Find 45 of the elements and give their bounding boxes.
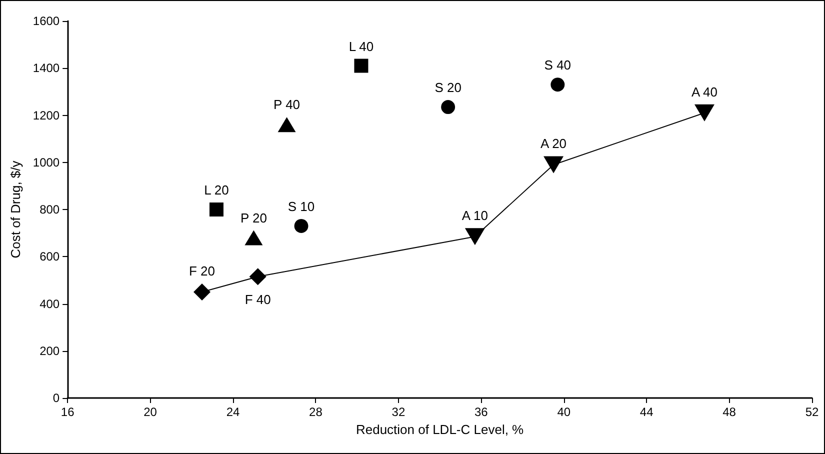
x-tick-label: 24 [226, 405, 240, 419]
data-label: P 40 [274, 97, 300, 112]
y-tick-label: 600 [40, 250, 60, 264]
x-axis-title: Reduction of LDL-C Level, % [356, 422, 524, 437]
point [194, 283, 210, 300]
x-tick-label: 52 [805, 405, 819, 419]
point [464, 228, 485, 246]
x-tick-label: 20 [144, 405, 158, 419]
data-label: S 20 [434, 80, 462, 96]
point [550, 78, 565, 92]
y-tick-label: 1400 [32, 61, 60, 76]
point [244, 230, 263, 246]
x-tick-label: 36 [474, 405, 488, 419]
y-tick-label: 200 [40, 344, 60, 358]
data-label: A 10 [462, 208, 488, 224]
y-tick-label: 0 [52, 391, 60, 405]
x-tick-label: 28 [309, 405, 323, 419]
y-tick-label: 1000 [32, 155, 60, 170]
point [694, 104, 714, 122]
x-tick-label: 48 [722, 405, 736, 419]
point [544, 156, 564, 174]
data-label: P 20 [240, 210, 267, 226]
data-label: A 40 [691, 84, 718, 100]
data-label: S 10 [288, 198, 315, 214]
data-label: S 40 [544, 58, 572, 73]
point [294, 218, 308, 233]
point [441, 100, 456, 114]
x-tick-label: 40 [557, 405, 571, 419]
point [354, 58, 368, 73]
data-label: L 40 [348, 38, 374, 54]
y-tick-label: 800 [40, 202, 60, 216]
y-tick-label: 400 [40, 296, 60, 311]
y-tick-label: 1200 [32, 108, 60, 122]
x-tick-label: 16 [60, 405, 75, 419]
point [278, 117, 296, 132]
point [249, 268, 266, 286]
x-tick-label: 32 [392, 405, 406, 419]
x-tick-label: 44 [640, 405, 654, 419]
y-tick-label: 1600 [32, 14, 60, 28]
data-label: L 20 [204, 182, 229, 198]
data-label: F 40 [244, 292, 271, 308]
data-label: A 20 [540, 136, 567, 152]
point [209, 202, 224, 216]
y-axis-title: Cost of Drug, $/y [8, 160, 23, 258]
data-label: F 20 [188, 263, 216, 278]
